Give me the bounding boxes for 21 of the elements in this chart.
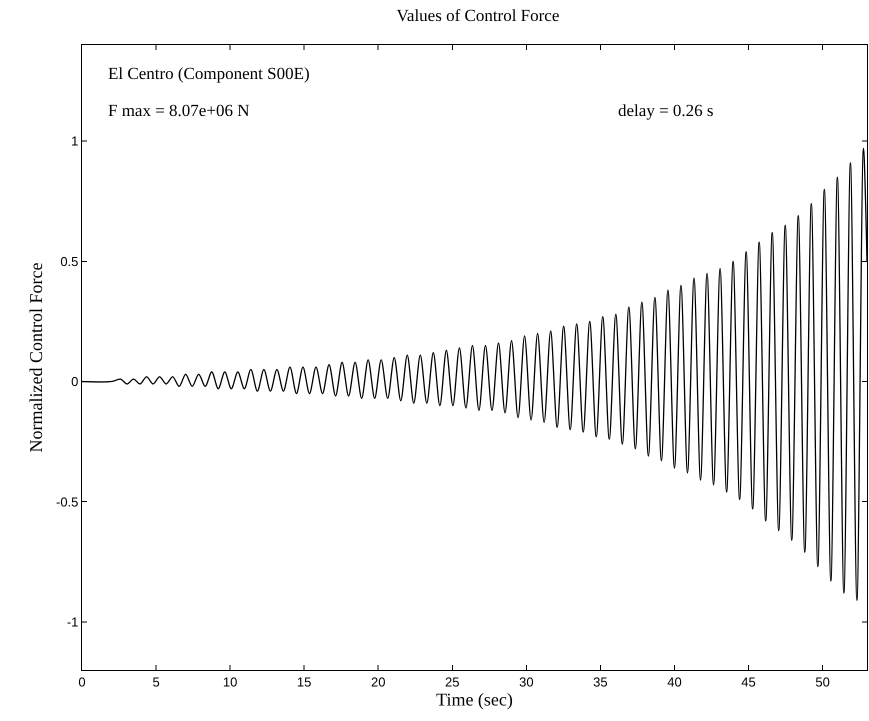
y-tick-label: 1: [71, 134, 78, 149]
x-tick-label: 10: [222, 674, 238, 690]
y-tick-label: -1: [66, 614, 78, 630]
chart-title: Values of Control Force: [396, 6, 560, 25]
x-tick-label: 15: [296, 674, 312, 690]
x-tick-label: 20: [370, 674, 386, 690]
annotation: El Centro (Component S00E): [108, 64, 310, 83]
x-tick-label: 25: [445, 674, 460, 690]
x-tick-label: 30: [519, 674, 534, 690]
annotation: F max = 8.07e+06 N: [108, 101, 250, 120]
x-tick-label: 40: [667, 674, 682, 690]
y-axis-title: Normalized Control Force: [26, 262, 46, 452]
y-tick-label: -0.5: [56, 494, 78, 510]
annotation: delay = 0.26 s: [618, 101, 714, 120]
x-tick-label: 5: [152, 674, 160, 690]
x-tick-label: 45: [741, 674, 756, 690]
x-tick-label: 35: [593, 674, 608, 690]
y-tick-label: 0.5: [60, 254, 78, 269]
x-axis-title: Time (sec): [436, 690, 513, 710]
y-tick-label: 0: [71, 374, 78, 390]
x-tick-label: 50: [815, 674, 830, 690]
